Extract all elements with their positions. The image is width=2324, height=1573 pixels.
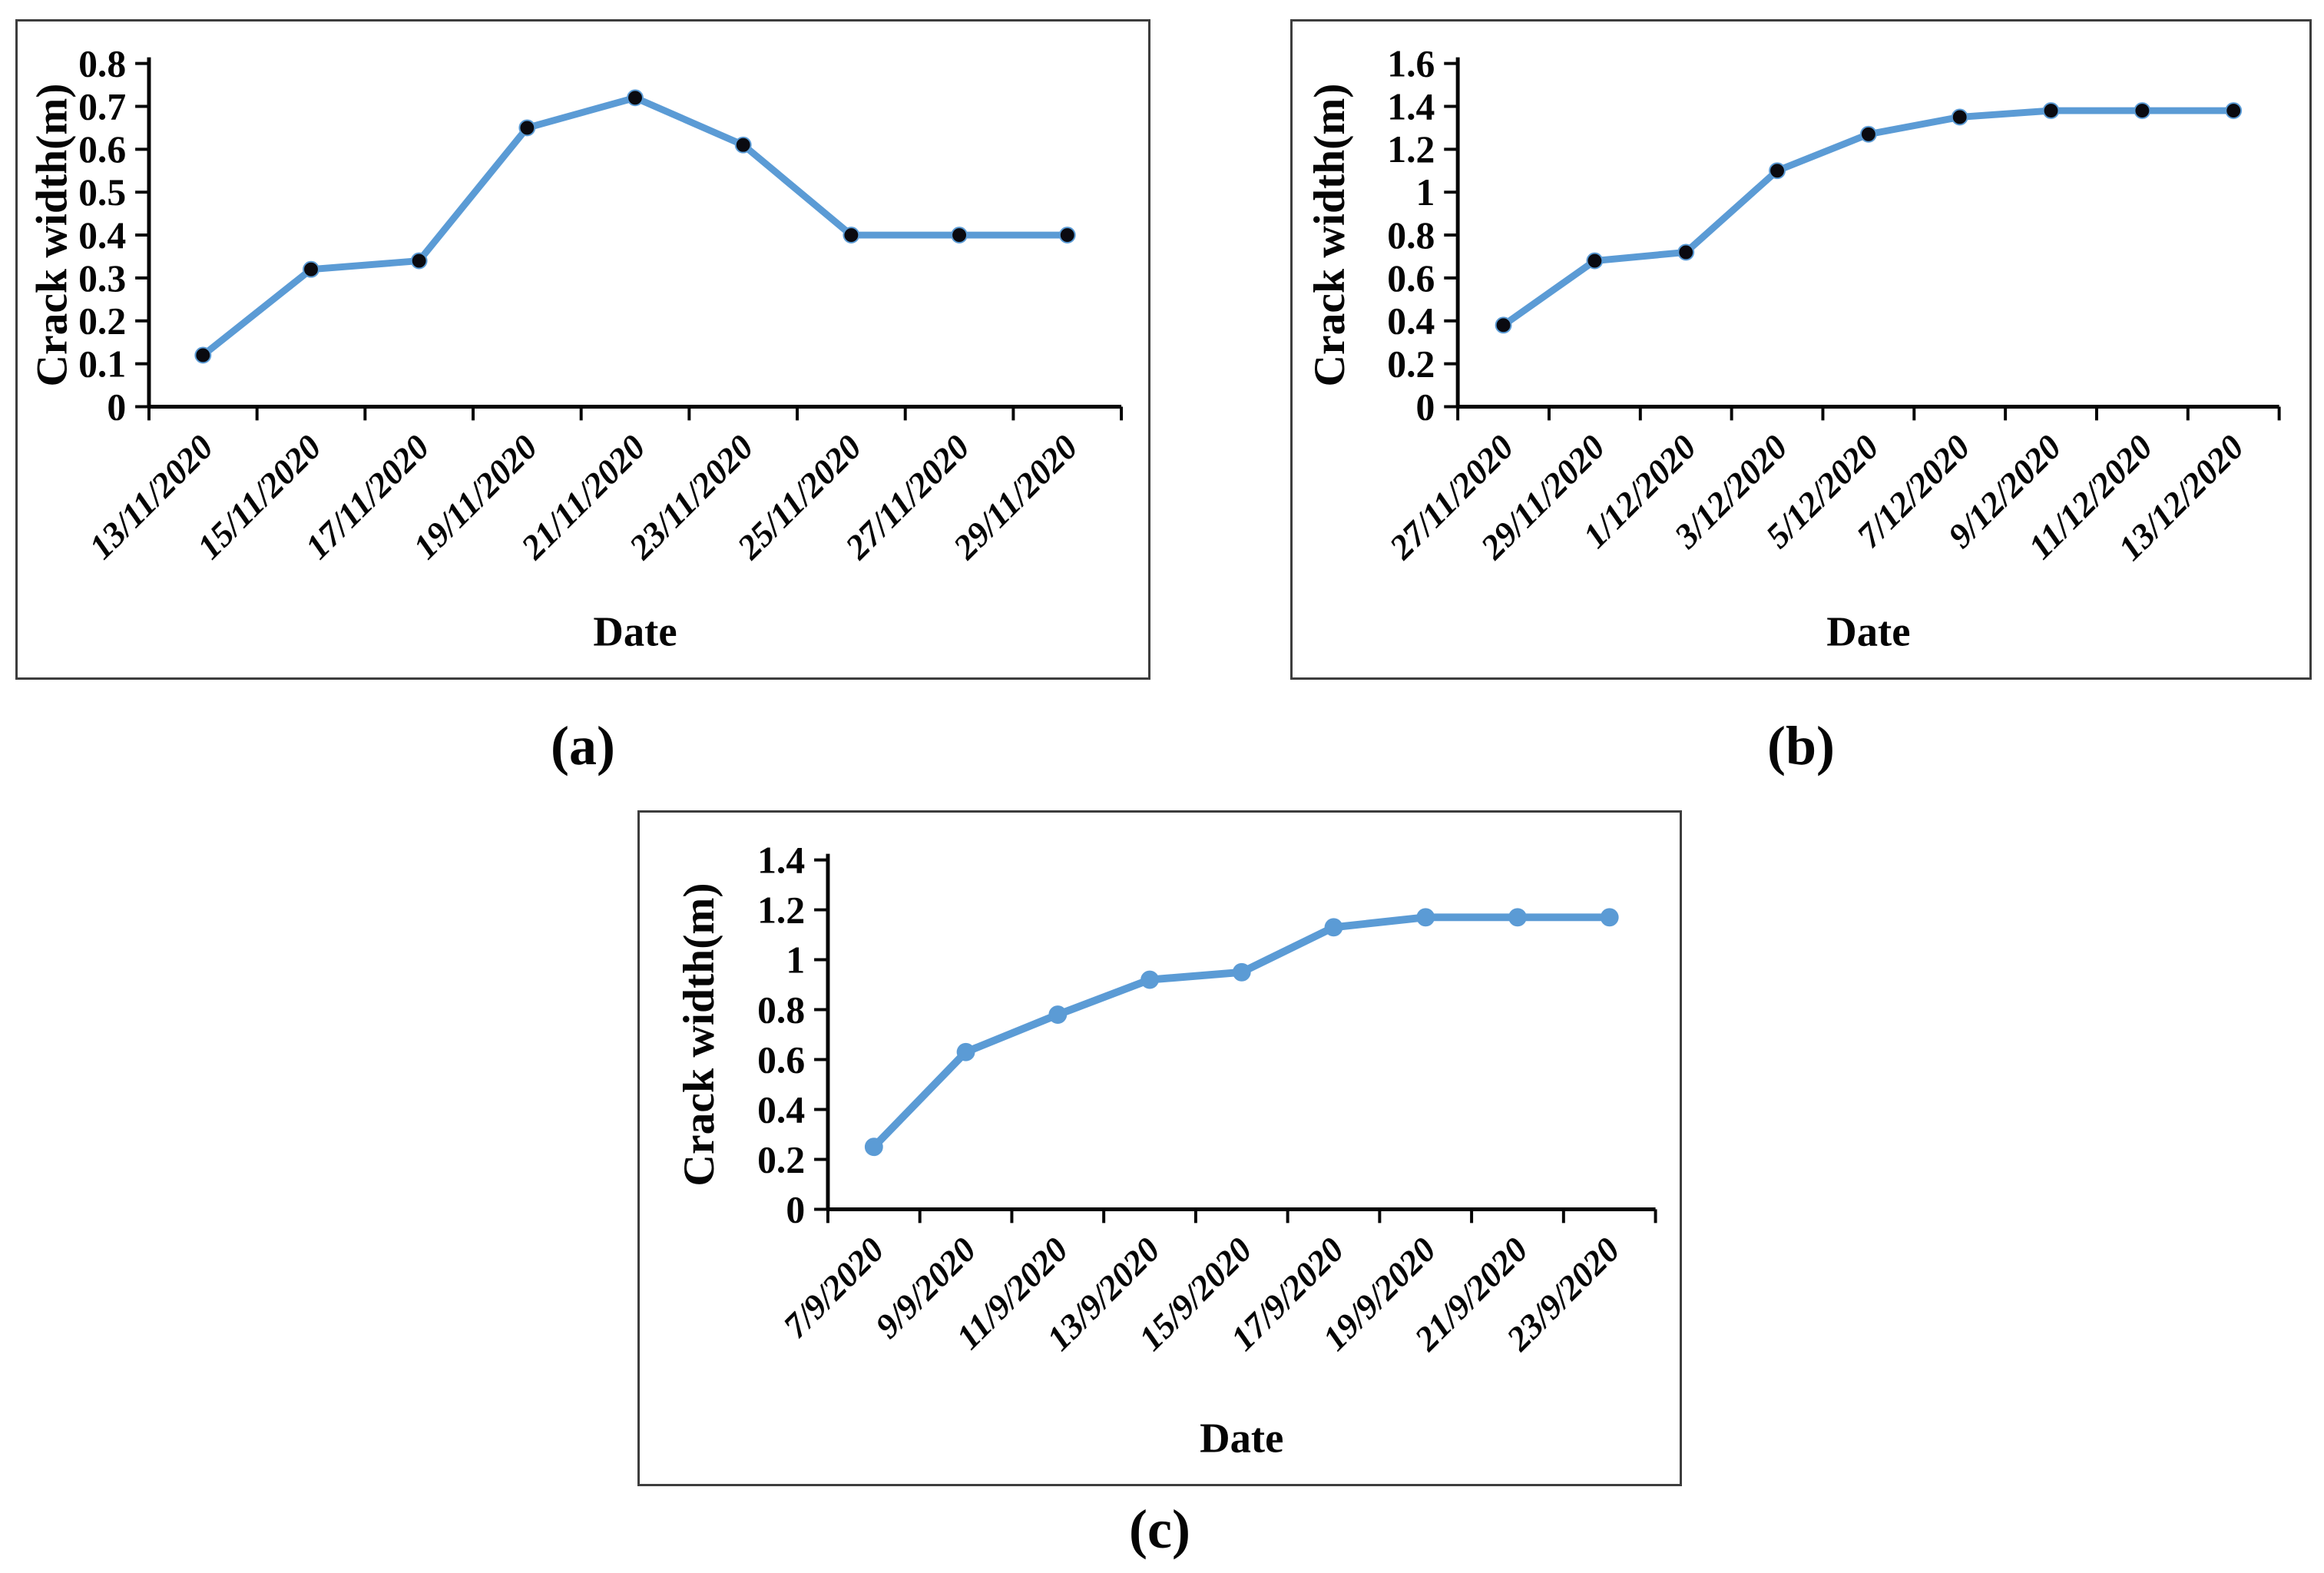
- data-point: [1416, 908, 1435, 927]
- data-point: [1677, 243, 1695, 261]
- y-tick-label: 0.6: [1387, 257, 1435, 300]
- subfigure-label-b: (b): [1767, 715, 1835, 777]
- data-point: [1769, 162, 1786, 180]
- data-line: [199, 94, 1071, 359]
- y-tick-label: 1: [1416, 171, 1435, 214]
- y-tick-label: 0: [107, 386, 126, 428]
- data-point: [627, 89, 644, 107]
- x-axis-title: Date: [593, 608, 677, 654]
- chart-b: 00.20.40.60.811.21.41.627/11/202029/11/2…: [1306, 42, 2281, 654]
- y-tick-label: 0.1: [78, 343, 126, 386]
- y-tick-label: 0.6: [757, 1038, 805, 1081]
- y-tick-label: 0.4: [1387, 300, 1435, 343]
- data-point: [303, 260, 319, 278]
- y-tick-label: 0.4: [757, 1088, 805, 1131]
- data-point: [864, 1138, 883, 1157]
- data-line: [1500, 107, 2237, 329]
- y-tick-label: 1: [786, 939, 805, 981]
- data-point: [956, 1042, 975, 1061]
- data-point: [1495, 316, 1512, 334]
- data-point: [1600, 908, 1619, 927]
- data-point: [843, 227, 860, 243]
- y-axis-title: Crack width(m): [675, 883, 723, 1186]
- data-point: [1140, 970, 1159, 989]
- y-tick-label: 0: [1416, 386, 1435, 428]
- y-tick-label: 0.8: [78, 42, 126, 84]
- y-tick-label: 0.8: [1387, 214, 1435, 257]
- data-point: [1859, 125, 1877, 143]
- data-point: [1058, 227, 1076, 243]
- data-point: [410, 252, 428, 270]
- subfigure-label-c: (c): [1129, 1498, 1190, 1560]
- y-tick-label: 0.7: [78, 85, 126, 127]
- data-point: [1951, 108, 1968, 126]
- y-axis-title: Crack width(m): [1306, 84, 1354, 387]
- y-tick-label: 1.4: [1387, 85, 1435, 127]
- data-point: [2042, 102, 2060, 119]
- data-point: [1232, 962, 1251, 982]
- data-point: [518, 119, 536, 137]
- chart-panel-a: 0 0.1 0.2 0.3 0.4 0.5 0.6 0.7 0.8 13/11/2020 15/11…: [15, 19, 1150, 680]
- y-tick-label: 0.3: [78, 257, 126, 300]
- data-point: [1324, 918, 1343, 937]
- data-point: [2225, 102, 2243, 119]
- chart-a: 00.10.20.30.40.50.60.70.813/11/202015/11…: [28, 42, 1124, 654]
- y-axis-title: Crack width(m): [28, 84, 77, 387]
- y-tick-label: 1.2: [1387, 128, 1435, 171]
- chart-c: 00.20.40.60.811.21.47/9/20209/9/202011/9…: [675, 839, 1657, 1461]
- x-axis-title: Date: [1200, 1414, 1283, 1461]
- x-tick-label: 7/9/2020: [776, 1230, 892, 1346]
- y-tick-label: 0.2: [78, 300, 126, 343]
- data-line: [869, 913, 1614, 1151]
- data-point: [734, 136, 752, 154]
- y-tick-label: 0.2: [1387, 343, 1435, 386]
- subfigure-label-a: (a): [551, 715, 615, 777]
- y-tick-label: 0.8: [757, 989, 805, 1031]
- y-tick-label: 0.4: [78, 214, 126, 257]
- data-point: [194, 346, 212, 364]
- y-tick-label: 0.6: [78, 128, 126, 171]
- chart-panel-b: 0 0.2 0.4 0.6 0.8 1 1.2 1.4 1.6 27/11/2020 29/11/2…: [1290, 19, 2312, 680]
- y-tick-label: 0.2: [757, 1138, 805, 1181]
- y-tick-label: 0.5: [78, 171, 126, 214]
- y-tick-label: 0: [786, 1188, 805, 1230]
- chart-panel-c: 0 0.2 0.4 0.6 0.8 1 1.2 1.4 7/9/2020 9/9/2020 11/9…: [637, 810, 1682, 1486]
- data-point: [1586, 252, 1604, 270]
- y-tick-label: 1.2: [757, 889, 805, 931]
- data-point: [2134, 102, 2151, 119]
- x-axis-title: Date: [1826, 608, 1910, 654]
- y-tick-label: 1.6: [1387, 42, 1435, 84]
- data-point: [1048, 1005, 1068, 1024]
- data-point: [951, 227, 968, 243]
- data-point: [1508, 908, 1527, 927]
- y-tick-label: 1.4: [757, 839, 805, 881]
